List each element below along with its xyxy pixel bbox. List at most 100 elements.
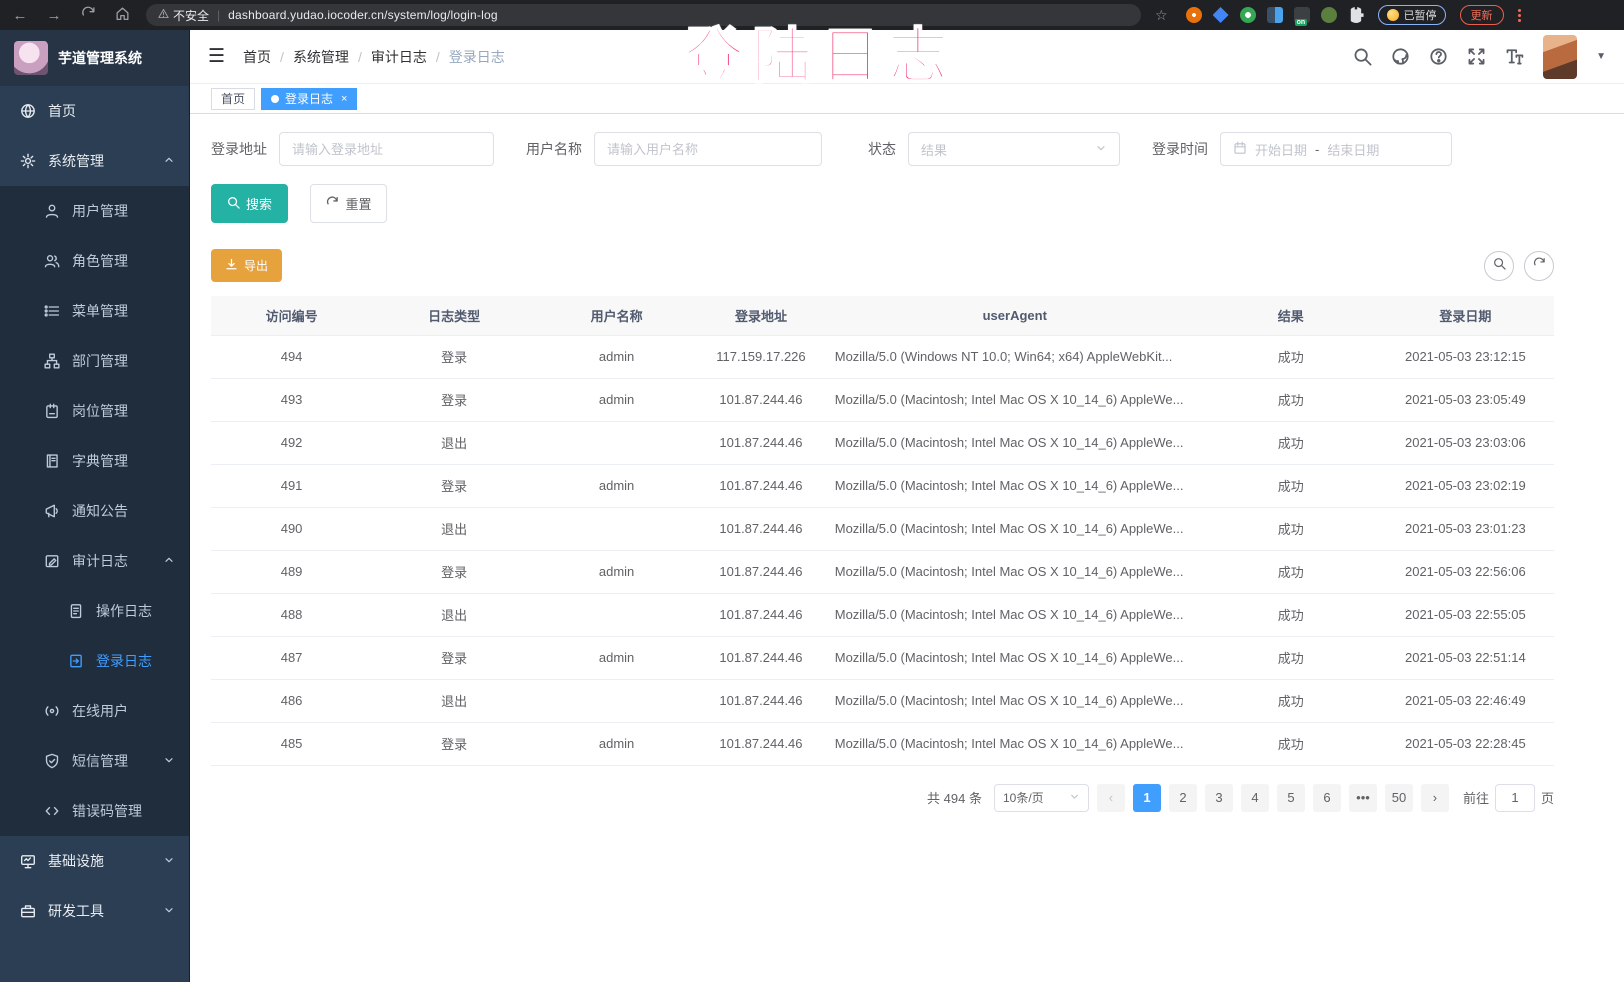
chevron-down-icon [163, 753, 175, 769]
sidebar-item-error-code[interactable]: 错误码管理 [0, 786, 189, 836]
table-row[interactable]: 490 退出 101.87.244.46 Mozilla/5.0 (Macintosh… [211, 507, 1554, 551]
sidebar-item-menu[interactable]: 菜单管理 [0, 286, 189, 336]
tag-dot-icon [271, 94, 280, 103]
sidebar-item-home[interactable]: 首页 [0, 86, 189, 136]
goto-label: 前往 [1462, 791, 1489, 806]
address-bar[interactable]: 不安全 | dashboard.yudao.iocoder.cn/system/… [146, 4, 1141, 26]
page-button-3[interactable]: 3 [1204, 783, 1233, 812]
cell-user: admin [536, 636, 698, 680]
app-logo-row[interactable]: 芋道管理系统 [0, 30, 189, 86]
close-icon[interactable]: × [341, 92, 348, 105]
prev-page-button[interactable]: ‹ [1096, 783, 1125, 812]
sidebar-item-dev-tool[interactable]: 研发工具 [0, 886, 189, 936]
status-select[interactable]: 结果 [908, 132, 1120, 166]
browser-update-button[interactable]: 更新 [1459, 5, 1504, 25]
reset-button[interactable]: 重置 [310, 184, 388, 223]
browser-forward-icon[interactable]: → [46, 6, 62, 24]
sidebar-item-label: 操作日志 [96, 603, 152, 619]
cell-id: 485 [211, 722, 373, 766]
table-row[interactable]: 486 退出 101.87.244.46 Mozilla/5.0 (Macintosh… [211, 679, 1554, 723]
search-icon[interactable] [1353, 47, 1372, 66]
help-icon[interactable] [1429, 47, 1448, 66]
goto-page-input[interactable] [1494, 783, 1535, 812]
table-row[interactable]: 494 登录 admin 117.159.17.226 Mozilla/5.0 (Win… [211, 334, 1554, 379]
browser-extension-icon[interactable] [1239, 7, 1256, 23]
breadcrumb-item: 登录日志 [448, 48, 505, 65]
page-button-6[interactable]: 6 [1312, 783, 1341, 812]
browser-menu-icon[interactable] [1517, 8, 1521, 22]
date-range-picker[interactable]: 开始日期 - 结束日期 [1220, 132, 1452, 166]
login-address-input[interactable] [292, 141, 481, 157]
browser-extension-icon[interactable] [1320, 7, 1337, 23]
sidebar-item-role[interactable]: 角色管理 [0, 236, 189, 286]
hamburger-icon[interactable]: ☰ [208, 46, 226, 67]
table-row[interactable]: 493 登录 admin 101.87.244.46 Mozilla/5.0 (Maci… [211, 378, 1554, 422]
sidebar-item-notice[interactable]: 通知公告 [0, 486, 189, 536]
browser-home-icon[interactable] [112, 6, 132, 25]
toggle-search-button[interactable] [1484, 250, 1514, 281]
table-row[interactable]: 487 登录 admin 101.87.244.46 Mozilla/5.0 (Maci… [211, 636, 1554, 680]
tag-item[interactable]: 首页 [211, 87, 256, 110]
cell-date: 2021-05-03 22:55:05 [1376, 593, 1554, 637]
sidebar-item-dict[interactable]: 字典管理 [0, 436, 189, 486]
sidebar-item-sms[interactable]: 短信管理 [0, 736, 189, 786]
sidebar-item-system[interactable]: 系统管理 [0, 136, 189, 186]
browser-back-icon[interactable]: ← [12, 6, 28, 24]
browser-extension-icon[interactable] [1185, 7, 1202, 23]
table-row[interactable]: 491 登录 admin 101.87.244.46 Mozilla/5.0 (Maci… [211, 464, 1554, 508]
sidebar-item-infra[interactable]: 基础设施 [0, 836, 189, 886]
table-row[interactable]: 489 登录 admin 101.87.244.46 Mozilla/5.0 (Maci… [211, 550, 1554, 594]
cell-agent: Mozilla/5.0 (Macintosh; Intel Mac OS X 1… [824, 421, 1205, 465]
browser-refresh-icon[interactable] [78, 6, 98, 25]
sidebar-item-login-log[interactable]: 登录日志 [0, 636, 189, 686]
filter-actions: 搜索 重置 [211, 184, 1554, 223]
github-icon[interactable] [1391, 47, 1410, 66]
cell-user: admin [536, 464, 698, 508]
username-input[interactable] [607, 141, 809, 157]
browser-extension-icon[interactable] [1266, 7, 1283, 23]
page-size-select[interactable]: 10条/页 [993, 783, 1089, 812]
sidebar-item-online-user[interactable]: 在线用户 [0, 686, 189, 736]
fullscreen-icon[interactable] [1467, 47, 1486, 66]
sidebar-item-audit-log[interactable]: 审计日志 [0, 536, 189, 586]
page-button-4[interactable]: 4 [1240, 783, 1269, 812]
sidebar-item-post[interactable]: 岗位管理 [0, 386, 189, 436]
cell-agent: Mozilla/5.0 (Macintosh; Intel Mac OS X 1… [824, 507, 1205, 551]
page-button-1[interactable]: 1 [1132, 783, 1161, 812]
cell-type: 退出 [372, 421, 536, 465]
page-button-50[interactable]: 50 [1384, 783, 1413, 812]
cell-user [536, 507, 698, 551]
browser-extension-icon[interactable] [1212, 7, 1229, 23]
font-size-icon[interactable] [1505, 47, 1524, 66]
paused-extension-badge[interactable]: 已暂停 [1377, 5, 1446, 25]
search-button[interactable]: 搜索 [211, 184, 289, 223]
avatar-caret-icon[interactable]: ▼ [1596, 51, 1606, 62]
page-button-5[interactable]: 5 [1276, 783, 1305, 812]
top-header: ☰ 首页 / 系统管理 / 审计日志 / 登录日志 ▼ [190, 30, 1624, 84]
cell-result: 成功 [1204, 334, 1377, 379]
not-secure-badge[interactable]: 不安全 [158, 7, 209, 24]
tag-active[interactable]: 登录日志 × [261, 87, 358, 110]
next-page-button[interactable]: › [1420, 783, 1449, 812]
table-row[interactable]: 485 登录 admin 101.87.244.46 Mozilla/5.0 (Maci… [211, 722, 1554, 766]
table-row[interactable]: 492 退出 101.87.244.46 Mozilla/5.0 (Macintosh… [211, 421, 1554, 465]
page-ellipsis[interactable]: ••• [1348, 783, 1377, 812]
url-text: dashboard.yudao.iocoder.cn/system/log/lo… [228, 8, 498, 22]
sidebar-item-operation-log[interactable]: 操作日志 [0, 586, 189, 636]
export-button[interactable]: 导出 [211, 249, 283, 282]
user-avatar[interactable] [1543, 34, 1578, 79]
sidebar-item-user[interactable]: 用户管理 [0, 186, 189, 236]
sidebar-item-dept[interactable]: 部门管理 [0, 336, 189, 386]
sidebar: 芋道管理系统 首页 系统管理 用户管理 角色管理 菜单管理 部门管理 岗位管理 字典管理 通知公… [0, 30, 189, 982]
extensions-puzzle-icon[interactable] [1350, 7, 1364, 23]
breadcrumb-item[interactable]: 系统管理 [292, 48, 349, 65]
browser-extension-icon[interactable]: on [1293, 7, 1310, 26]
breadcrumb-item[interactable]: 审计日志 [370, 48, 427, 65]
refresh-icon [1533, 257, 1546, 275]
breadcrumb-item[interactable]: 首页 [243, 48, 272, 65]
page-button-2[interactable]: 2 [1168, 783, 1197, 812]
table-row[interactable]: 488 退出 101.87.244.46 Mozilla/5.0 (Macintosh… [211, 593, 1554, 637]
bookmark-star-icon[interactable]: ☆ [1155, 6, 1168, 23]
search-button-icon [227, 196, 240, 212]
refresh-table-button[interactable] [1524, 250, 1554, 281]
